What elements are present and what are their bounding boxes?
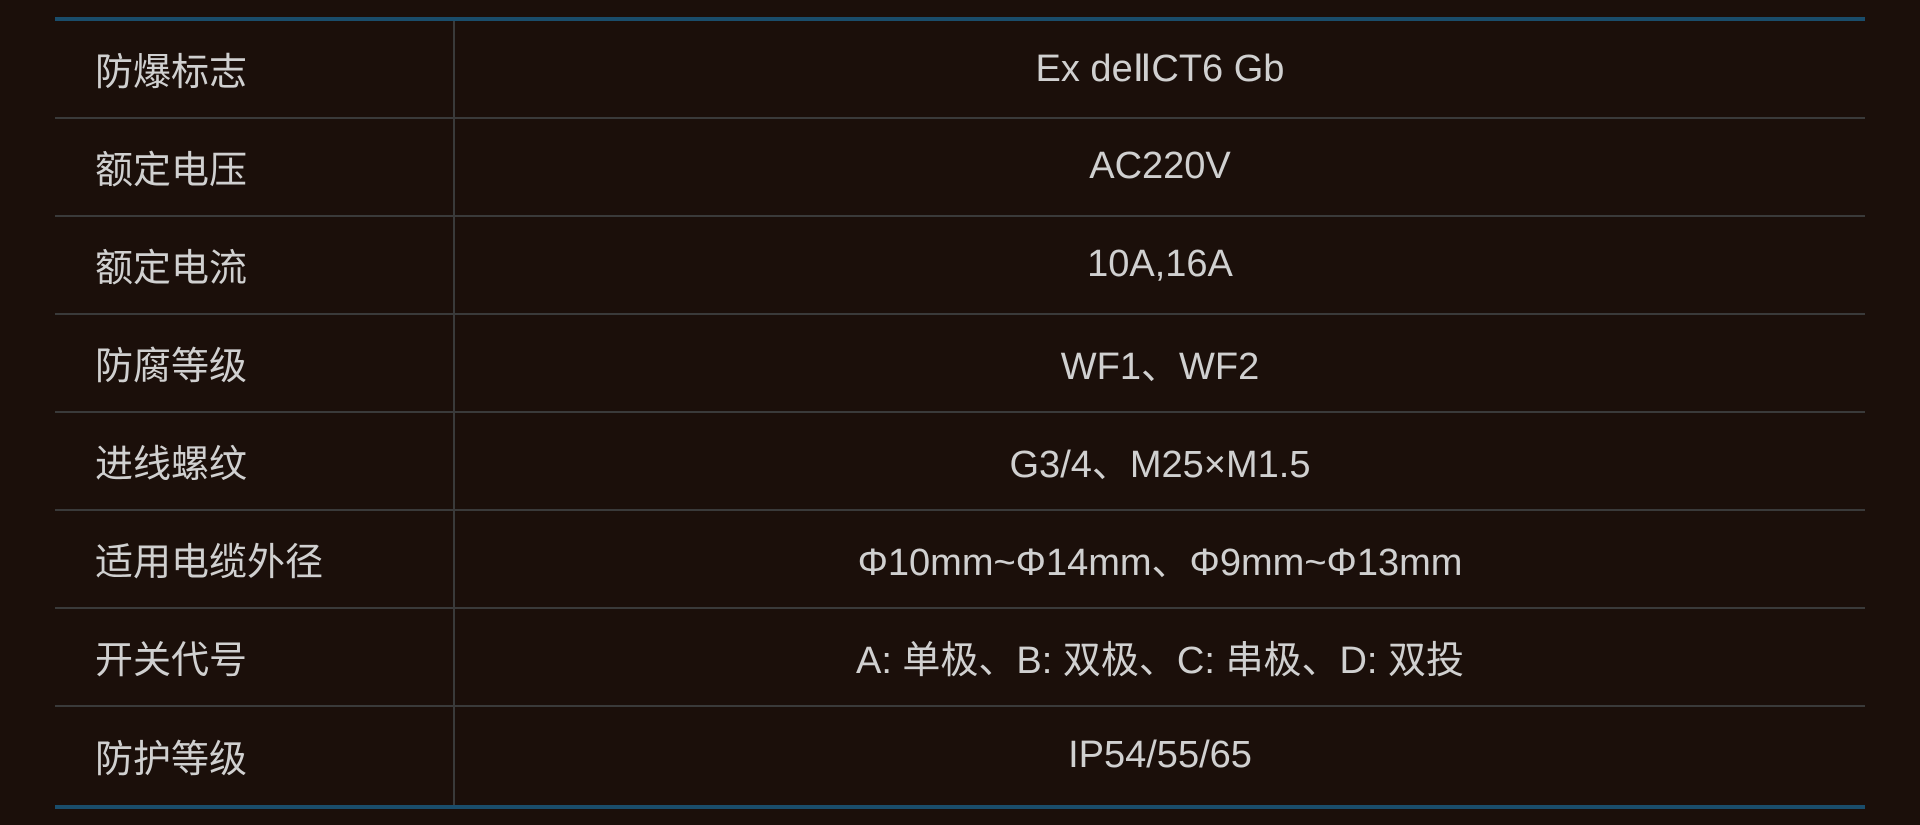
row-label: 额定电流 bbox=[55, 217, 455, 313]
row-label: 额定电压 bbox=[55, 119, 455, 215]
row-value: WF1、WF2 bbox=[455, 335, 1865, 390]
table-row: 适用电缆外径 Φ10mm~Φ14mm、Φ9mm~Φ13mm bbox=[55, 511, 1865, 609]
row-label: 进线螺纹 bbox=[55, 413, 455, 509]
table-row: 开关代号 A: 单极、B: 双极、C: 串极、D: 双投 bbox=[55, 609, 1865, 707]
row-value: 10A,16A bbox=[455, 243, 1865, 286]
table-row: 额定电流 10A,16A bbox=[55, 217, 1865, 315]
table-row: 防护等级 IP54/55/65 bbox=[55, 707, 1865, 805]
row-value: G3/4、M25×M1.5 bbox=[455, 433, 1865, 488]
row-value: A: 单极、B: 双极、C: 串极、D: 双投 bbox=[455, 629, 1865, 684]
row-value: Ex deⅡCT6 Gb bbox=[455, 46, 1865, 91]
spec-table: 防爆标志 Ex deⅡCT6 Gb 额定电压 AC220V 额定电流 10A,1… bbox=[55, 17, 1865, 809]
table-row: 防腐等级 WF1、WF2 bbox=[55, 315, 1865, 413]
row-label: 适用电缆外径 bbox=[55, 511, 455, 607]
table-row: 额定电压 AC220V bbox=[55, 119, 1865, 217]
row-value: Φ10mm~Φ14mm、Φ9mm~Φ13mm bbox=[455, 531, 1865, 586]
row-label: 防腐等级 bbox=[55, 315, 455, 411]
row-label: 开关代号 bbox=[55, 609, 455, 705]
row-value: AC220V bbox=[455, 145, 1865, 188]
table-row: 防爆标志 Ex deⅡCT6 Gb bbox=[55, 21, 1865, 119]
row-label: 防护等级 bbox=[55, 707, 455, 805]
row-label: 防爆标志 bbox=[55, 21, 455, 117]
row-value: IP54/55/65 bbox=[455, 734, 1865, 777]
table-row: 进线螺纹 G3/4、M25×M1.5 bbox=[55, 413, 1865, 511]
